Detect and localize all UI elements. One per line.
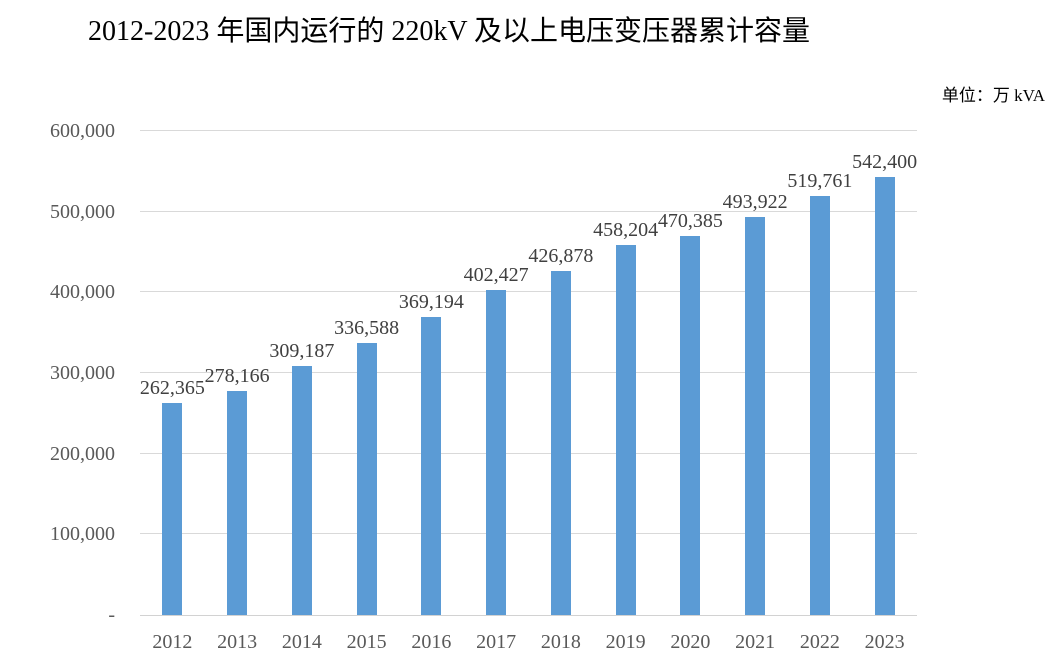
bar-2014[interactable] bbox=[291, 365, 312, 615]
x-axis-label-2017: 2017 bbox=[476, 631, 517, 653]
bar-2013[interactable] bbox=[227, 390, 248, 615]
x-axis-label-2022: 2022 bbox=[799, 631, 840, 653]
gridline bbox=[140, 130, 917, 131]
bar-2019[interactable] bbox=[615, 245, 636, 615]
plot-area: 262,365 2012 278,166 2013 309,187 2014 336,588… bbox=[140, 130, 917, 653]
x-axis-label-2013: 2013 bbox=[217, 631, 258, 653]
x-axis-label-2014: 2014 bbox=[281, 631, 322, 653]
chart-title: 2012-2023 年国内运行的 220kV 及以上电压变压器累计容量 bbox=[88, 16, 811, 47]
data-label-2021: 493,922 bbox=[722, 190, 788, 213]
gridline bbox=[140, 452, 917, 454]
unit-label: 单位：万 kVA bbox=[941, 86, 1045, 105]
data-label-2014: 309,187 bbox=[269, 339, 335, 362]
data-label-2015: 336,588 bbox=[334, 317, 400, 340]
gridline bbox=[140, 533, 917, 535]
data-label-2022: 519,761 bbox=[787, 169, 853, 192]
x-axis-label-2023: 2023 bbox=[864, 631, 905, 653]
x-axis-label-2021: 2021 bbox=[735, 631, 776, 653]
y-axis-label: - bbox=[108, 604, 115, 626]
x-axis-label-2018: 2018 bbox=[540, 631, 581, 653]
bar-2018[interactable] bbox=[550, 270, 571, 615]
data-label-2012: 262,365 bbox=[139, 377, 205, 400]
y-axis-label: 500,000 bbox=[50, 200, 115, 223]
gridline bbox=[140, 372, 917, 373]
data-label-2020: 470,385 bbox=[657, 209, 723, 232]
bar-2017[interactable] bbox=[486, 290, 507, 615]
data-label-2019: 458,204 bbox=[593, 219, 659, 242]
data-label-2013: 278,166 bbox=[204, 364, 270, 387]
bar-2021[interactable] bbox=[745, 216, 766, 615]
y-axis-label: 100,000 bbox=[50, 523, 115, 546]
data-label-2018: 426,878 bbox=[528, 244, 594, 267]
bar-2015[interactable] bbox=[356, 343, 377, 615]
bar-2020[interactable] bbox=[680, 235, 701, 615]
y-axis-label: 400,000 bbox=[50, 281, 115, 304]
data-label-2016: 369,194 bbox=[398, 291, 464, 314]
y-axis-label: 600,000 bbox=[50, 120, 115, 142]
gridline bbox=[140, 291, 917, 293]
x-axis-label-2012: 2012 bbox=[152, 631, 193, 653]
y-axis-label: 200,000 bbox=[50, 442, 115, 465]
x-axis-label-2020: 2020 bbox=[670, 631, 711, 653]
gridline bbox=[140, 210, 917, 212]
x-axis-label-2019: 2019 bbox=[605, 631, 646, 653]
bar-2022[interactable] bbox=[809, 195, 830, 615]
bar-2012[interactable] bbox=[162, 403, 183, 615]
x-axis-label-2016: 2016 bbox=[411, 631, 452, 653]
bar-2023[interactable] bbox=[874, 177, 895, 615]
bar-2016[interactable] bbox=[421, 317, 442, 615]
data-label-2017: 402,427 bbox=[463, 264, 529, 287]
x-axis-label-2015: 2015 bbox=[346, 631, 387, 653]
y-axis-label: 300,000 bbox=[50, 362, 115, 384]
data-label-2023: 542,400 bbox=[852, 151, 918, 174]
